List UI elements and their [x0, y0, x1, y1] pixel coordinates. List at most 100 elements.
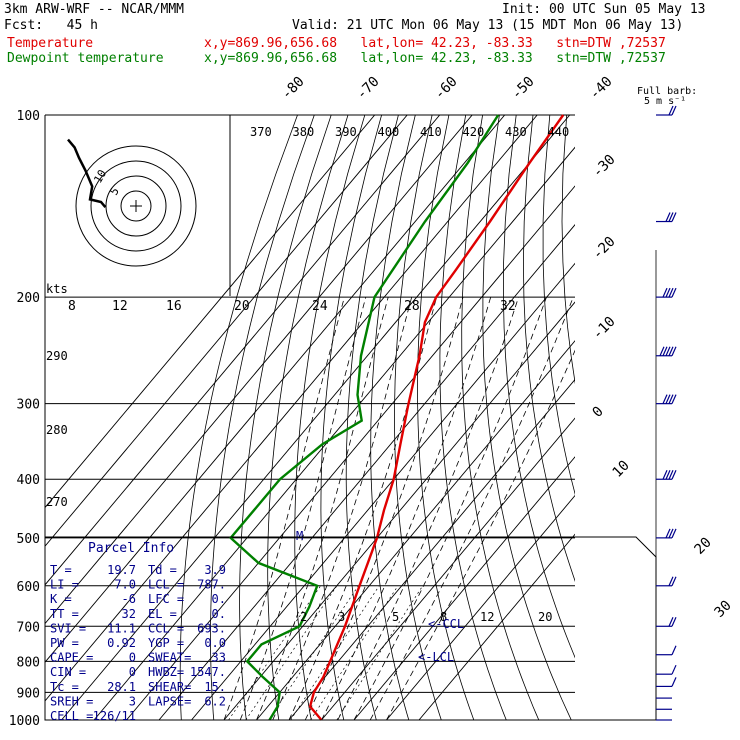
- parcel-info-label: SREH =: [50, 694, 93, 708]
- dry-adiabat-line: [439, 115, 507, 720]
- wind-barb-flag: [671, 528, 677, 539]
- isotherm-line: [418, 533, 575, 720]
- parcel-info-value: 0: [129, 651, 136, 665]
- forecast-hour: Fcst: 45 h: [4, 18, 98, 33]
- parcel-info-value: 787.: [197, 578, 226, 592]
- dry-adiabat-line: [599, 115, 740, 720]
- barb-legend-units: 5 m s⁻¹: [644, 96, 686, 107]
- hodograph-speed-label: 28: [404, 299, 420, 314]
- model-title: 3km ARW-WRF -- NCAR/MMM: [4, 2, 185, 17]
- dry-adiabat-line: [561, 115, 575, 385]
- isotherm-line: [288, 378, 575, 720]
- dry-adiabat-line: [210, 115, 315, 720]
- theta-label: 420: [463, 125, 485, 139]
- parcel-info-label: SHEAR=: [148, 680, 191, 694]
- mixing-ratio-label: 2: [300, 610, 307, 624]
- isotherm-line: [61, 115, 571, 720]
- theta-label: 440: [548, 125, 570, 139]
- pressure-tick-label: 500: [17, 532, 40, 547]
- parcel-info-label: CELL =: [50, 709, 93, 723]
- parcel-info-label: LI =: [50, 578, 79, 592]
- wind-barb-flag: [671, 645, 677, 655]
- parcel-info-value: 6.2: [204, 694, 226, 708]
- mixing-ratio-line: [336, 585, 423, 720]
- isotherm-line: [45, 115, 376, 509]
- mixing-ratio-label: 12: [480, 610, 494, 624]
- dry-adiabat-line: [522, 115, 575, 583]
- hodograph-speed-label: 20: [234, 299, 250, 314]
- pressure-tick-label: 800: [17, 655, 40, 670]
- wind-barb-flag: [668, 470, 674, 480]
- wind-barb-flag: [665, 470, 671, 480]
- parcel-info-value: 1547.: [190, 665, 226, 679]
- parcel-info-title: Parcel Info: [88, 541, 174, 556]
- dry-adiabat-line: [482, 115, 572, 720]
- dewpoint-temperature-profile: [229, 114, 500, 721]
- dry-adiabat-line: [542, 115, 575, 496]
- dry-adiabat-line: [461, 115, 540, 720]
- wind-barb-flag: [659, 346, 665, 356]
- wind-barb-flag: [665, 528, 671, 539]
- hodograph-speed-label: 24: [312, 299, 328, 314]
- wind-barb-flag: [665, 346, 671, 356]
- hodograph-ring-label: 5: [107, 185, 122, 197]
- dry-adiabat-line: [267, 115, 349, 720]
- moist-adiabat-line: [304, 296, 464, 720]
- barb-legend-title: Full barb:: [637, 86, 697, 97]
- wind-barb-flag: [671, 394, 677, 404]
- parcel-info-value: 0.: [212, 607, 226, 621]
- wind-barb-flag: [668, 394, 674, 404]
- mixing-ratio-label: 8: [440, 610, 447, 624]
- wind-barb-flag: [671, 664, 677, 675]
- dry-adiabat-line: [417, 115, 475, 720]
- parcel-info-label: LFC =: [148, 592, 184, 606]
- pressure-tick-label: 200: [17, 291, 40, 306]
- valid-time: Valid: 21 UTC Mon 06 May 13 (15 MDT Mon …: [292, 18, 684, 33]
- hodograph-speed-label: 8: [68, 299, 76, 314]
- wind-barb-flag: [668, 617, 674, 627]
- wind-barb-flag: [671, 346, 677, 356]
- dry-adiabat-line: [617, 115, 740, 720]
- ccl-marker: <-CCL: [428, 617, 464, 631]
- isotherm-line: [321, 417, 575, 720]
- wind-barb-flag: [668, 528, 674, 539]
- temperature-legend-label: Temperature: [7, 36, 94, 51]
- hodograph-speed-label: 16: [166, 299, 182, 314]
- dry-adiabat-line: [294, 115, 366, 720]
- parcel-info-value: 15.: [204, 680, 226, 694]
- parcel-info-label: EL =: [148, 607, 177, 621]
- wind-barb-flag: [662, 287, 668, 298]
- dry-adiabat-line: [370, 115, 416, 720]
- wind-barb-flag: [665, 212, 671, 222]
- parcel-info-value: 0.92: [107, 636, 136, 650]
- parcel-info-label: HWBZ=: [148, 665, 184, 679]
- height-label: 270: [46, 495, 68, 509]
- temperature-profile: [308, 114, 565, 721]
- parcel-info-value: 126/11: [93, 709, 136, 723]
- pressure-tick-label: 300: [17, 398, 40, 413]
- parcel-info-value: 32: [122, 607, 136, 621]
- theta-label: 410: [420, 125, 442, 139]
- mixing-ratio-line: [245, 585, 338, 720]
- isotherm-label: 0: [590, 404, 607, 421]
- mixing-ratio-label: 3: [338, 610, 345, 624]
- theta-label: 380: [293, 125, 315, 139]
- isotherm-line: [45, 115, 473, 625]
- isotherm-line: [191, 262, 575, 720]
- wind-barb-flag: [671, 287, 677, 298]
- dry-adiabat-line: [345, 115, 399, 720]
- pressure-tick-label: 100: [17, 109, 40, 124]
- isotherm-line: [126, 185, 575, 720]
- isotherm-label: -50: [509, 74, 538, 103]
- dewpoint-legend-info: x,y=869.96,656.68 lat,lon= 42.23, -83.33…: [204, 51, 666, 66]
- hodograph-trace: [67, 138, 107, 209]
- parcel-info-label: CIN =: [50, 665, 86, 679]
- isotherm-label: -30: [590, 152, 619, 181]
- init-time: Init: 00 UTC Sun 05 May 13: [502, 2, 706, 17]
- theta-label: 370: [250, 125, 272, 139]
- wind-barb-flag: [665, 287, 671, 298]
- isotherm-line: [45, 115, 408, 547]
- isotherm-label: -10: [590, 314, 619, 343]
- wind-barb-flag: [662, 470, 668, 480]
